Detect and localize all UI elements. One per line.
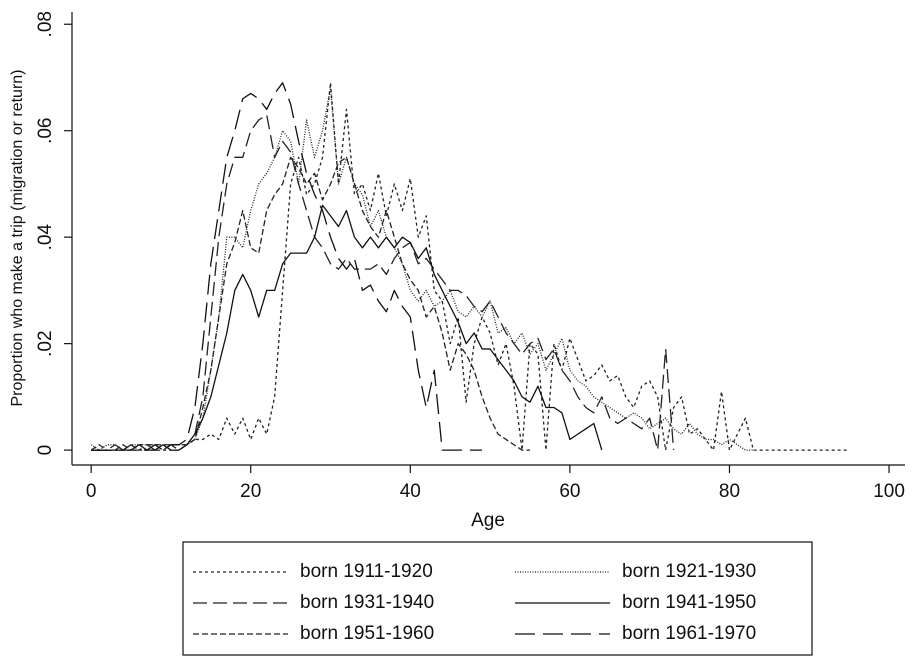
legend-label: born 1921-1930: [622, 561, 756, 582]
legend-label: born 1931-1940: [300, 592, 434, 613]
series-line: [90, 87, 754, 451]
legend-box: [182, 541, 813, 656]
y-tick-label: 0: [35, 445, 56, 456]
x-tick-label: 100: [873, 481, 905, 502]
series-line: [90, 156, 530, 451]
x-tick-label: 20: [240, 481, 261, 502]
x-tick-label: 40: [400, 481, 421, 502]
x-axis-title: Age: [471, 510, 505, 531]
legend-label: born 1941-1950: [622, 592, 756, 613]
y-tick-label: .08: [35, 11, 56, 37]
x-tick-label: 60: [559, 481, 580, 502]
legend-label: born 1961-1970: [622, 623, 756, 644]
x-tick-label: 0: [86, 481, 97, 502]
y-tick-label: .02: [35, 330, 56, 356]
y-tick-label: .06: [35, 117, 56, 143]
x-tick-label: 80: [719, 481, 740, 502]
legend-label: born 1951-1960: [300, 623, 434, 644]
y-tick-label: .04: [35, 224, 56, 251]
y-axis-title: Proportion who make a trip (migration or…: [9, 69, 26, 406]
legend-label: born 1911-1920: [300, 561, 433, 582]
series-line: [91, 82, 483, 451]
series-line: [91, 204, 603, 451]
series-line: [91, 82, 850, 451]
